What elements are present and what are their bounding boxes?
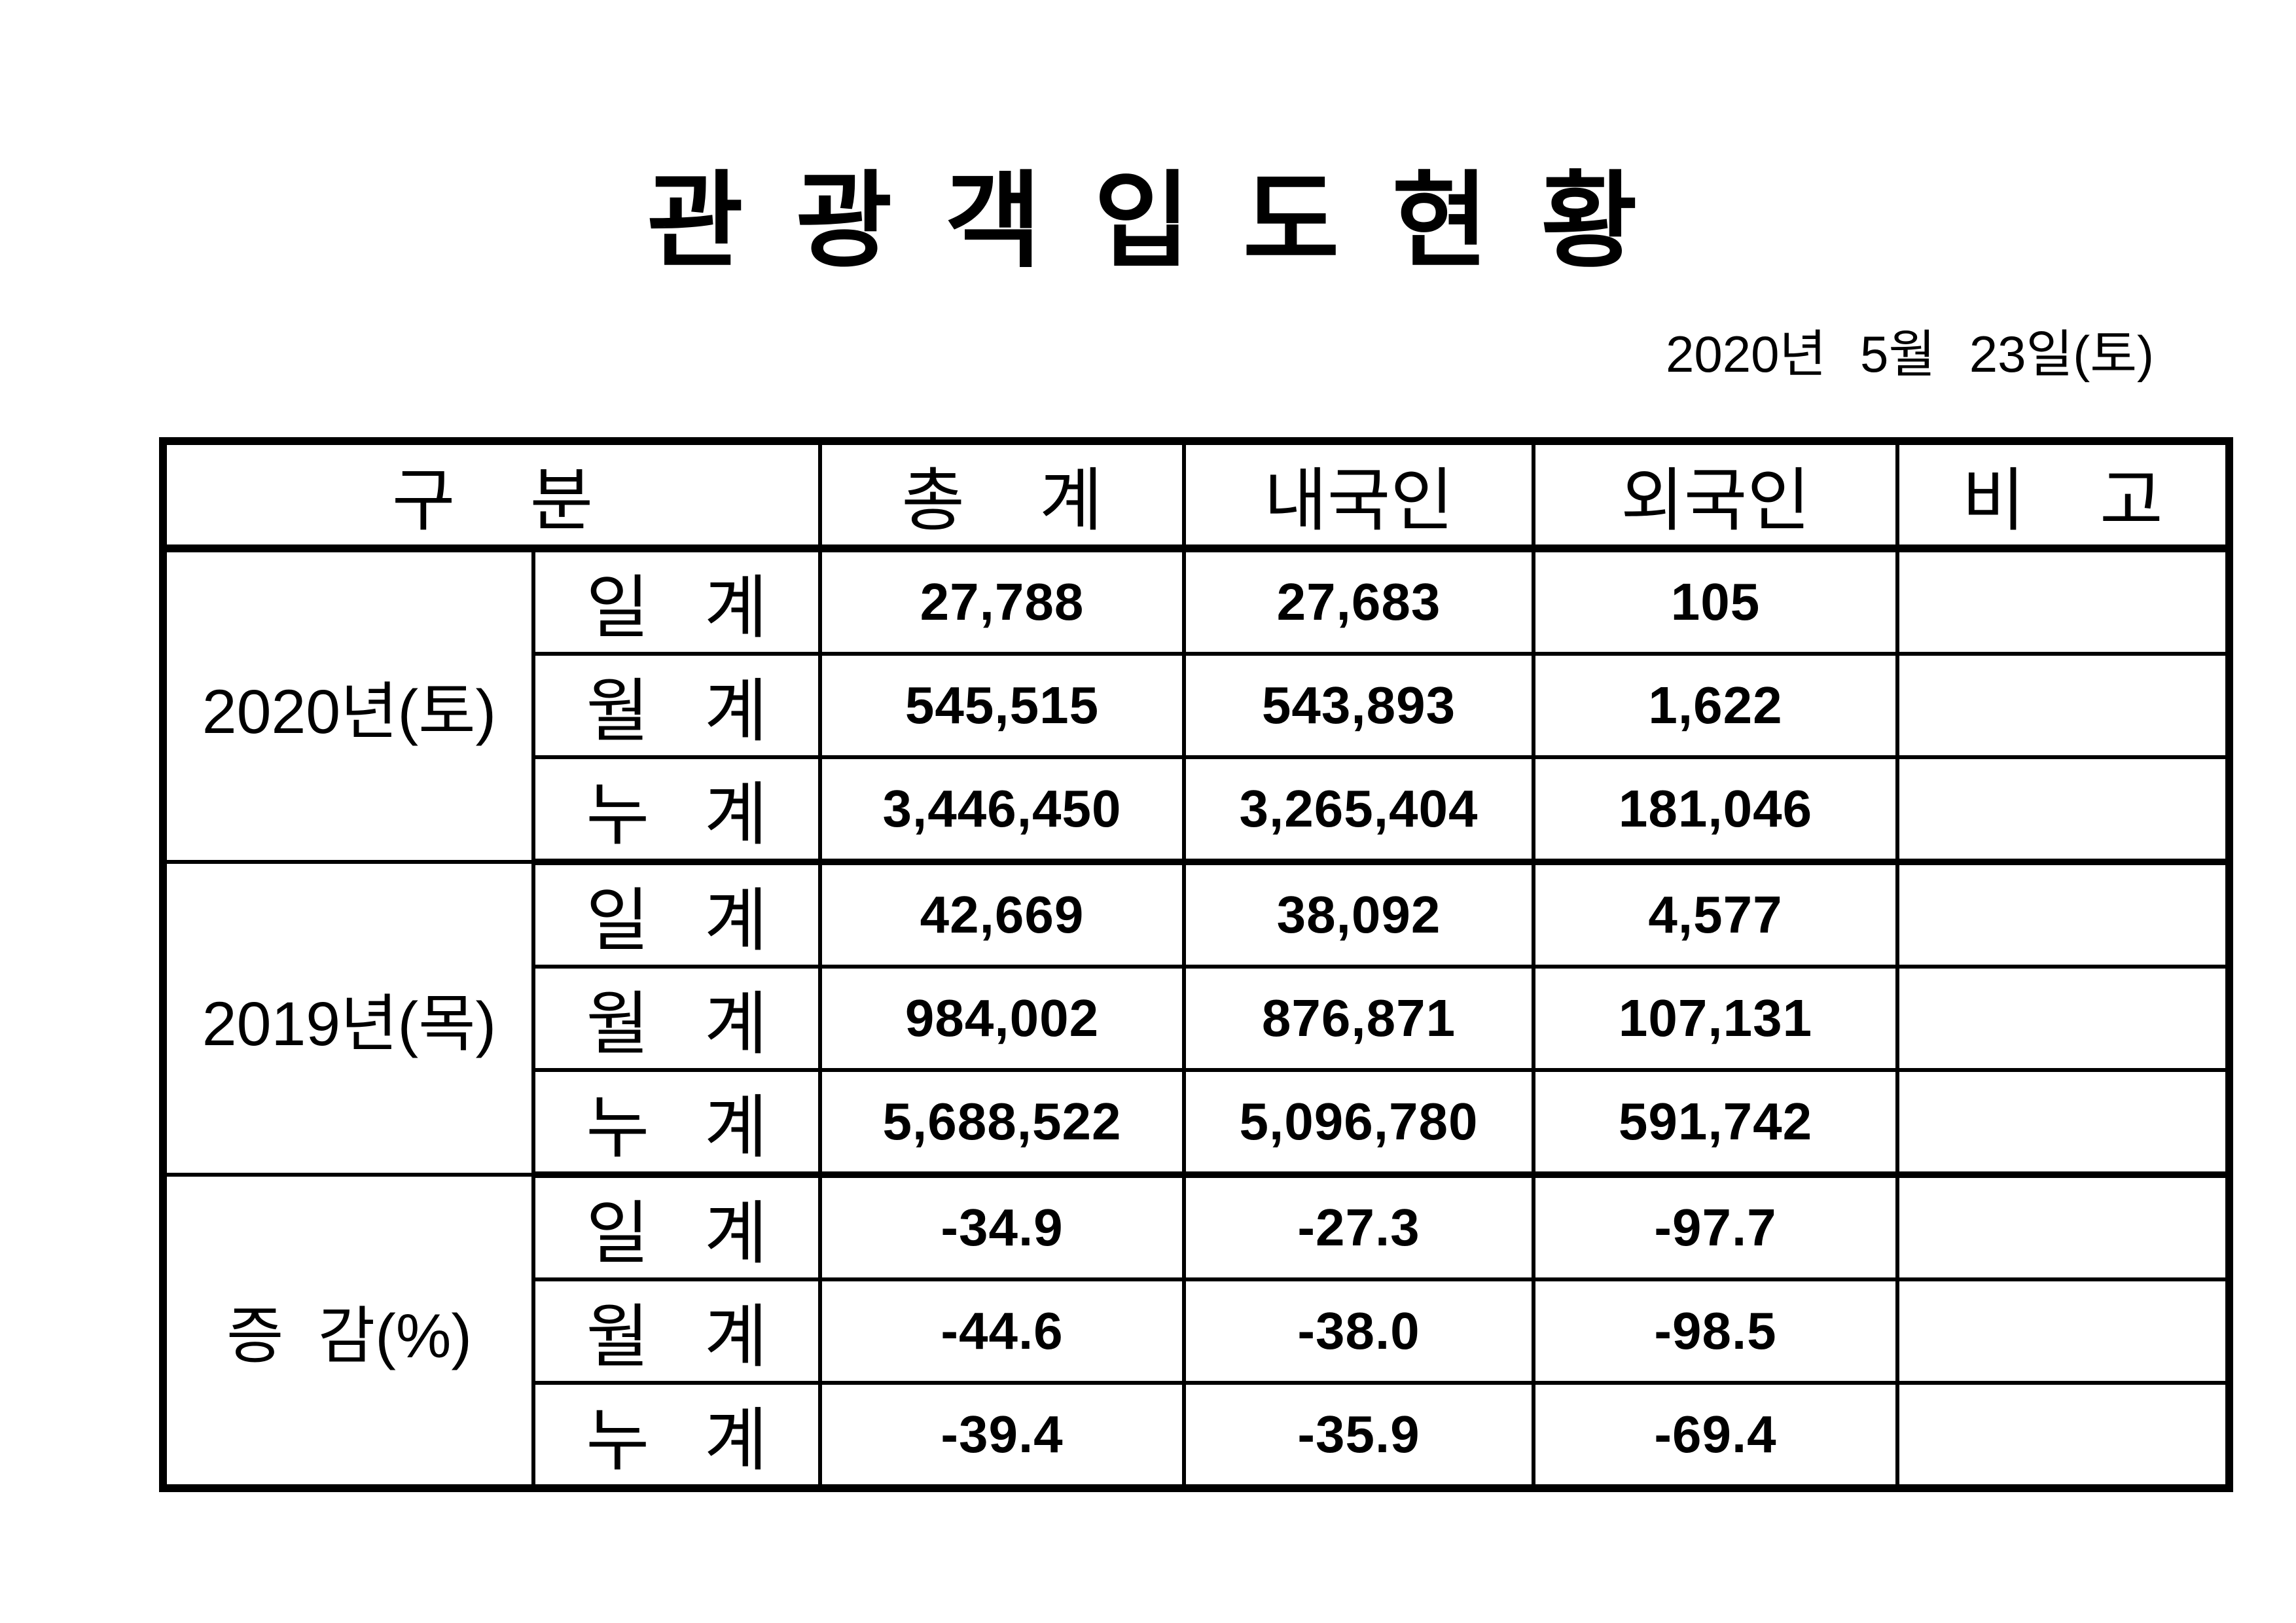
value-total: 5,688,522 [818,1068,1186,1178]
value-total: 3,446,450 [818,755,1186,865]
value-domestic: 3,265,404 [1182,755,1535,865]
row-label: 월 계 [531,965,822,1072]
value-remarks [1895,1173,2231,1281]
group-label-2019: 2019년(목) [161,860,535,1177]
value-domestic: -35.9 [1182,1381,1535,1491]
value-total: 42,669 [818,860,1186,969]
table-row-2020-daily: 2020년(토) 일 계 27,788 27,683 105 [161,546,2231,864]
table-row-2019-daily: 2019년(목) 일 계 42,669 38,092 4,577 [161,860,2231,1177]
value-total: -39.4 [818,1381,1186,1491]
value-total: -34.9 [818,1173,1186,1281]
value-foreign: -98.5 [1532,1277,1899,1385]
header-remarks: 비 고 [1895,439,2231,552]
row-label: 누 계 [531,755,822,865]
value-domestic: -27.3 [1182,1173,1535,1281]
row-label: 누 계 [531,1068,822,1178]
value-remarks [1895,1381,2231,1491]
value-total: 984,002 [818,965,1186,1072]
value-remarks [1895,1068,2231,1178]
group-label-change: 증 감(%) [161,1173,535,1490]
row-label: 일 계 [531,546,822,656]
value-foreign: -69.4 [1532,1381,1899,1491]
value-remarks [1895,860,2231,969]
header-foreign: 외국인 [1532,439,1899,552]
header-total: 총 계 [818,439,1186,552]
page-title: 관 광 객 입 도 현 황 [647,162,1649,279]
value-remarks [1895,652,2231,759]
value-remarks [1895,755,2231,865]
table-row-2019-monthly: 월 계 984,002 876,871 107,131 [163,965,2231,1072]
header-domestic: 내국인 [1182,439,1535,552]
value-foreign: 181,046 [1532,755,1899,865]
row-label: 누 계 [531,1381,822,1491]
header-row: 구 분 총 계 내국인 외국인 비 고 [161,439,2231,552]
value-domestic: 38,092 [1182,860,1535,969]
table-row-change-daily: 증 감(%) 일 계 -34.9 -27.3 -97.7 [161,1173,2231,1490]
value-remarks [1895,1277,2231,1385]
table-row-2020-monthly: 월 계 545,515 543,893 1,622 [163,652,2231,759]
value-foreign: 591,742 [1532,1068,1899,1178]
value-foreign: 105 [1532,546,1899,656]
report-date: 2020년 5월 23일(토) [1666,325,2154,383]
group-label-2020: 2020년(토) [161,546,535,864]
row-label: 일 계 [531,1173,822,1281]
value-domestic: 543,893 [1182,652,1535,759]
table-row-change-monthly: 월 계 -44.6 -38.0 -98.5 [163,1277,2231,1385]
value-foreign: -97.7 [1532,1173,1899,1281]
value-domestic: -38.0 [1182,1277,1535,1385]
value-foreign: 4,577 [1532,860,1899,969]
value-total: 545,515 [818,652,1186,759]
table-row-2019-cumulative: 누 계 5,688,522 5,096,780 591,742 [163,1068,2231,1178]
value-domestic: 27,683 [1182,546,1535,656]
tourist-arrival-table: 구 분 총 계 내국인 외국인 비 고 2020년(토) 일 계 27,788 … [159,437,2233,1492]
value-foreign: 1,622 [1532,652,1899,759]
row-label: 월 계 [531,652,822,759]
row-label: 월 계 [531,1277,822,1385]
value-remarks [1895,546,2231,656]
value-foreign: 107,131 [1532,965,1899,1072]
value-remarks [1895,965,2231,1072]
value-domestic: 5,096,780 [1182,1068,1535,1178]
table-row-change-cumulative: 누 계 -39.4 -35.9 -69.4 [163,1381,2231,1491]
value-total: 27,788 [818,546,1186,656]
row-label: 일 계 [531,860,822,969]
table-row-2020-cumulative: 누 계 3,446,450 3,265,404 181,046 [163,755,2231,865]
value-domestic: 876,871 [1182,965,1535,1072]
header-category: 구 분 [161,439,822,552]
value-total: -44.6 [818,1277,1186,1385]
